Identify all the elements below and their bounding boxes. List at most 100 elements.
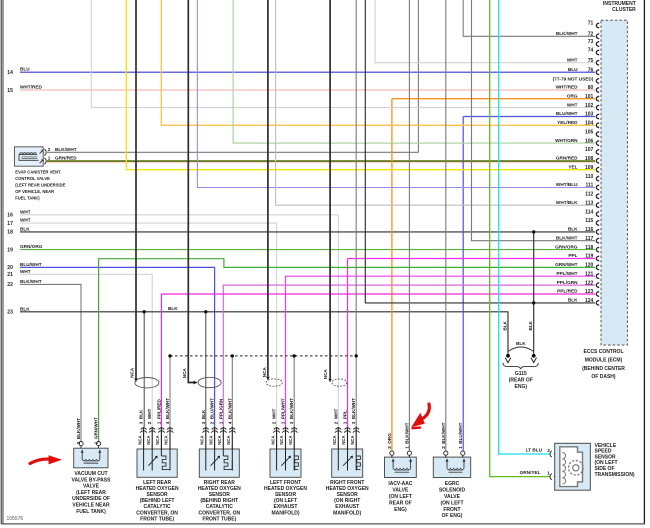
svg-text:2 BLU/WHT: 2 BLU/WHT — [210, 398, 215, 424]
svg-text:SENSOR: SENSOR — [209, 492, 231, 498]
svg-text:2: 2 — [48, 147, 51, 152]
svg-text:1 PPL: 1 PPL — [343, 410, 348, 424]
svg-text:72: 72 — [588, 32, 594, 38]
svg-text:1 GRN/WHT: 1 GRN/WHT — [94, 417, 99, 444]
svg-text:122: 122 — [585, 280, 594, 286]
svg-text:FUEL TANK): FUEL TANK) — [76, 509, 106, 515]
svg-text:120: 120 — [585, 263, 594, 269]
svg-text:19: 19 — [7, 247, 13, 253]
svg-text:NCA: NCA — [350, 436, 355, 445]
svg-text:3 BLK: 3 BLK — [201, 409, 206, 424]
svg-text:104: 104 — [585, 121, 594, 127]
svg-text:(BEHIND LEFT: (BEHIND LEFT — [140, 498, 175, 504]
svg-text:GRN/YEL: GRN/YEL — [520, 470, 541, 475]
svg-text:1: 1 — [547, 470, 550, 475]
svg-text:VACUUM CUT: VACUUM CUT — [74, 471, 107, 477]
svg-text:RIGHT FRONT: RIGHT FRONT — [330, 480, 364, 486]
svg-text:NCA: NCA — [288, 436, 293, 445]
svg-text:GRN/ORG: GRN/ORG — [20, 244, 43, 249]
svg-text:PPL/RED: PPL/RED — [557, 289, 578, 294]
svg-text:(ON LEFT: (ON LEFT — [440, 500, 463, 506]
svg-text:EGRC: EGRC — [445, 481, 460, 487]
svg-text:NCA: NCA — [332, 436, 337, 445]
svg-text:107: 107 — [585, 147, 594, 153]
svg-text:3 BLK/WHT: 3 BLK/WHT — [351, 398, 356, 424]
svg-text:OF VEHICLE, NEAR: OF VEHICLE, NEAR — [15, 189, 54, 194]
svg-text:118: 118 — [585, 245, 593, 251]
svg-text:(ON LEFT: (ON LEFT — [274, 498, 297, 504]
svg-text:BLK/WHT: BLK/WHT — [556, 235, 578, 240]
svg-text:14: 14 — [7, 70, 13, 76]
svg-text:CATALYTIC: CATALYTIC — [144, 504, 172, 510]
svg-text:3 BLK/WHT: 3 BLK/WHT — [289, 398, 294, 424]
svg-text:114: 114 — [585, 209, 593, 215]
svg-text:RIGHT REAR: RIGHT REAR — [204, 480, 236, 486]
svg-text:ECCS CONTROL: ECCS CONTROL — [584, 349, 624, 355]
svg-text:HEATED OXYGEN: HEATED OXYGEN — [198, 486, 241, 492]
svg-text:3 BLK: 3 BLK — [139, 409, 144, 424]
svg-text:BLK: BLK — [20, 306, 30, 311]
svg-text:18: 18 — [7, 230, 13, 236]
svg-text:(BEHIND RIGHT: (BEHIND RIGHT — [200, 498, 238, 504]
svg-text:4 BLK/WHT: 4 BLK/WHT — [165, 398, 170, 424]
svg-text:SENSOR: SENSOR — [147, 492, 169, 498]
svg-text:103: 103 — [585, 112, 594, 118]
svg-text:105576: 105576 — [7, 516, 24, 522]
svg-text:BLK/WHT: BLK/WHT — [55, 147, 77, 152]
svg-text:BLU/WHT: BLU/WHT — [20, 262, 42, 267]
svg-text:G115: G115 — [515, 371, 527, 377]
svg-text:2 BLK/WHT: 2 BLK/WHT — [76, 418, 81, 444]
svg-text:VEHICLE NEAR: VEHICLE NEAR — [72, 503, 110, 509]
svg-text:BLK/WHT: BLK/WHT — [556, 31, 578, 36]
svg-text:WHT: WHT — [20, 218, 31, 223]
svg-text:NCA: NCA — [341, 436, 346, 445]
svg-text:MODULE (ECM): MODULE (ECM) — [585, 358, 623, 364]
svg-text:EXHAUST: EXHAUST — [274, 504, 298, 510]
svg-text:GRN/RED: GRN/RED — [55, 156, 77, 161]
svg-text:BLU/WHT: BLU/WHT — [556, 111, 578, 116]
svg-text:REAR OF: REAR OF — [389, 500, 412, 506]
svg-text:112: 112 — [585, 192, 593, 198]
svg-text:(ON LEFT: (ON LEFT — [389, 494, 412, 500]
svg-text:1: 1 — [48, 156, 51, 161]
svg-text:WHT: WHT — [567, 57, 578, 62]
svg-text:117: 117 — [585, 236, 593, 242]
svg-text:FUEL TANK): FUEL TANK) — [15, 196, 40, 201]
svg-text:FRONT TUBE): FRONT TUBE) — [202, 516, 236, 522]
svg-text:121: 121 — [585, 271, 594, 277]
svg-text:BLK: BLK — [568, 227, 578, 232]
svg-text:74: 74 — [588, 48, 594, 54]
svg-text:NCA: NCA — [208, 436, 213, 445]
svg-text:BLK: BLK — [502, 320, 507, 330]
svg-text:SENSOR: SENSOR — [595, 454, 617, 460]
svg-text:YEL: YEL — [568, 164, 577, 169]
svg-text:PPL: PPL — [568, 253, 577, 258]
svg-text:NCA: NCA — [182, 368, 187, 379]
svg-text:(LEFT REAR: (LEFT REAR — [76, 490, 106, 496]
svg-text:WHT/RED: WHT/RED — [20, 85, 42, 90]
svg-text:CONVERTER, ON: CONVERTER, ON — [136, 510, 178, 516]
svg-text:1 PPL/RED: 1 PPL/RED — [156, 399, 161, 425]
svg-text:PPL/GRN: PPL/GRN — [557, 280, 578, 285]
svg-text:ORG: ORG — [567, 93, 578, 98]
svg-text:BLK/WHT: BLK/WHT — [20, 279, 42, 284]
svg-text:(LEFT REAR UNDERSIDE: (LEFT REAR UNDERSIDE — [15, 183, 65, 188]
svg-text:116: 116 — [585, 227, 593, 233]
svg-text:WHT: WHT — [20, 269, 31, 274]
svg-text:NCA: NCA — [130, 367, 135, 378]
svg-text:106: 106 — [585, 138, 594, 144]
svg-text:15: 15 — [7, 88, 13, 94]
svg-text:(77-79 NOT USED): (77-79 NOT USED) — [553, 76, 594, 81]
svg-text:NCA: NCA — [279, 436, 284, 445]
svg-text:2 WHT: 2 WHT — [272, 408, 277, 424]
svg-text:71: 71 — [588, 21, 594, 27]
svg-text:CATALYTIC: CATALYTIC — [206, 504, 234, 510]
svg-text:109: 109 — [585, 165, 594, 171]
svg-text:BLK: BLK — [568, 298, 578, 303]
svg-text:EVAP CANISTER VENT: EVAP CANISTER VENT — [15, 170, 61, 175]
svg-text:SENSOR: SENSOR — [275, 492, 297, 498]
svg-text:(ON RIGHT: (ON RIGHT — [334, 498, 360, 504]
svg-text:23: 23 — [7, 310, 13, 316]
svg-text:SIDE OF: SIDE OF — [595, 466, 615, 472]
svg-text:WHT/GRN: WHT/GRN — [555, 138, 578, 143]
